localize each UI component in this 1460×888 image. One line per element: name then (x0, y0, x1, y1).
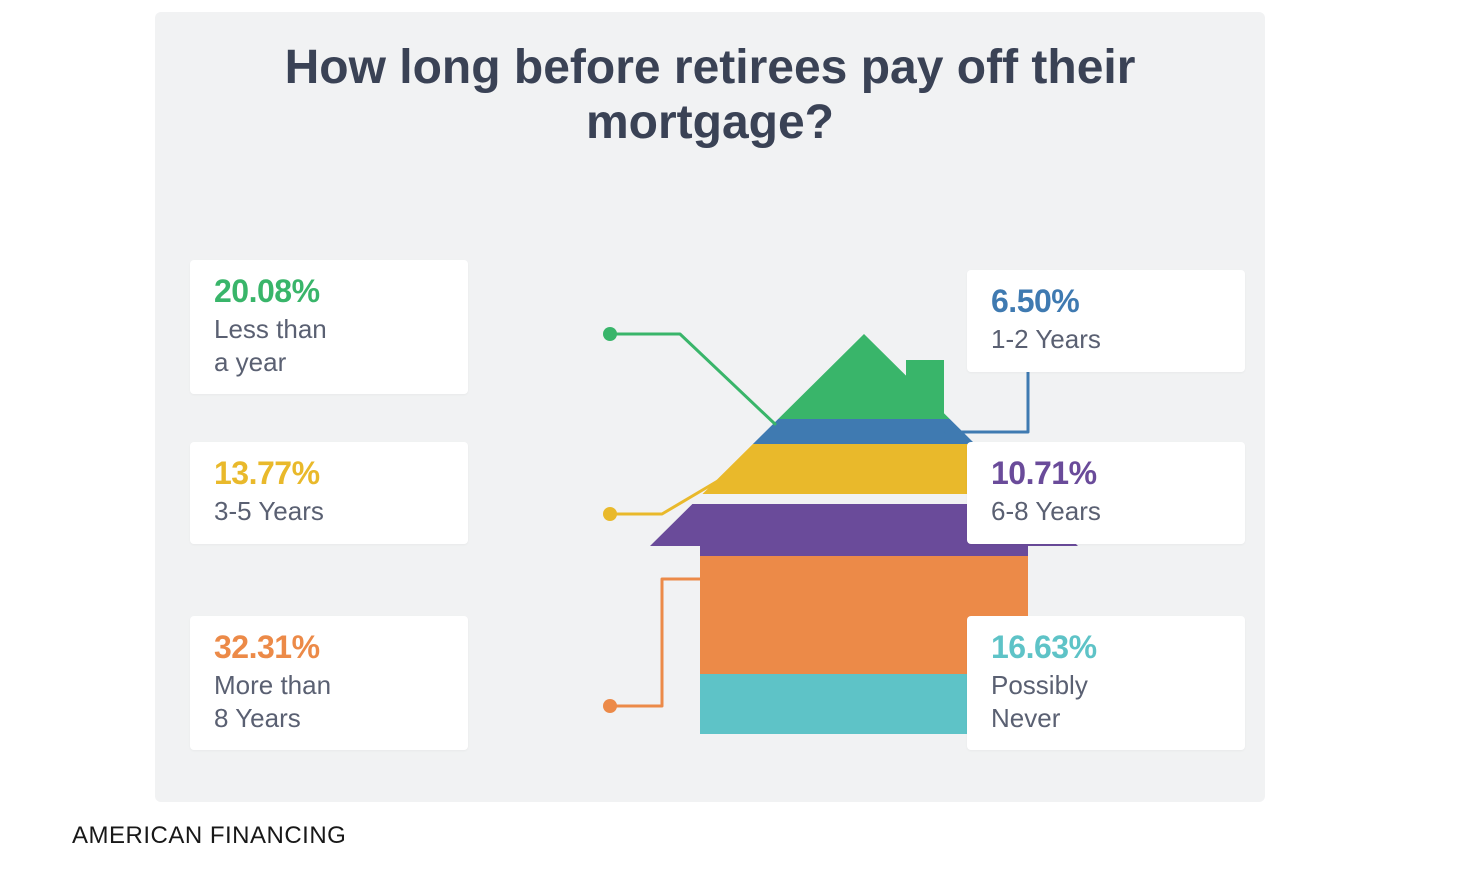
pct-6-8-years: 10.71% (991, 456, 1221, 491)
pct-possibly-never: 16.63% (991, 630, 1221, 665)
infographic-panel: How long before retirees pay off their m… (155, 12, 1265, 802)
label-less-than-a-year: Less thana year (214, 313, 444, 378)
label-more-than-8-years: More than8 Years (214, 669, 444, 734)
card-6-8-years: 10.71% 6-8 Years (967, 442, 1245, 544)
label-6-8-years: 6-8 Years (991, 495, 1221, 528)
source-credit: AMERICAN FINANCING (72, 822, 346, 850)
label-possibly-never: PossiblyNever (991, 669, 1221, 734)
stage: How long before retirees pay off their m… (0, 0, 1460, 888)
label-1-2-years: 1-2 Years (991, 323, 1221, 356)
chart-title: How long before retirees pay off their m… (155, 40, 1265, 150)
pct-less-than-a-year: 20.08% (214, 274, 444, 309)
card-possibly-never: 16.63% PossiblyNever (967, 616, 1245, 750)
card-less-than-a-year: 20.08% Less thana year (190, 260, 468, 394)
card-1-2-years: 6.50% 1-2 Years (967, 270, 1245, 372)
pct-3-5-years: 13.77% (214, 456, 444, 491)
pct-1-2-years: 6.50% (991, 284, 1221, 319)
pct-more-than-8-years: 32.31% (214, 630, 444, 665)
label-3-5-years: 3-5 Years (214, 495, 444, 528)
card-3-5-years: 13.77% 3-5 Years (190, 442, 468, 544)
card-more-than-8-years: 32.31% More than8 Years (190, 616, 468, 750)
